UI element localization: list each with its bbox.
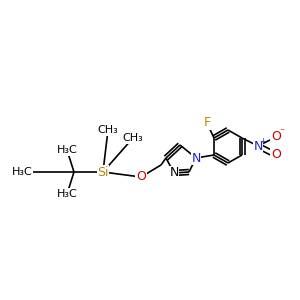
Text: H₃C: H₃C (12, 167, 32, 177)
Text: F: F (203, 116, 211, 130)
Text: N: N (191, 152, 201, 164)
Text: +: + (260, 136, 266, 146)
Text: H₃C: H₃C (57, 145, 77, 155)
Text: H₃C: H₃C (57, 189, 77, 199)
Text: CH₃: CH₃ (98, 125, 118, 135)
Text: O: O (136, 170, 146, 184)
Text: O: O (271, 130, 281, 143)
Text: N: N (253, 140, 263, 152)
Text: CH₃: CH₃ (123, 133, 143, 143)
Text: ⁻: ⁻ (279, 127, 285, 137)
Text: N: N (169, 167, 179, 179)
Text: O: O (271, 148, 281, 161)
Text: Si: Si (97, 166, 109, 178)
